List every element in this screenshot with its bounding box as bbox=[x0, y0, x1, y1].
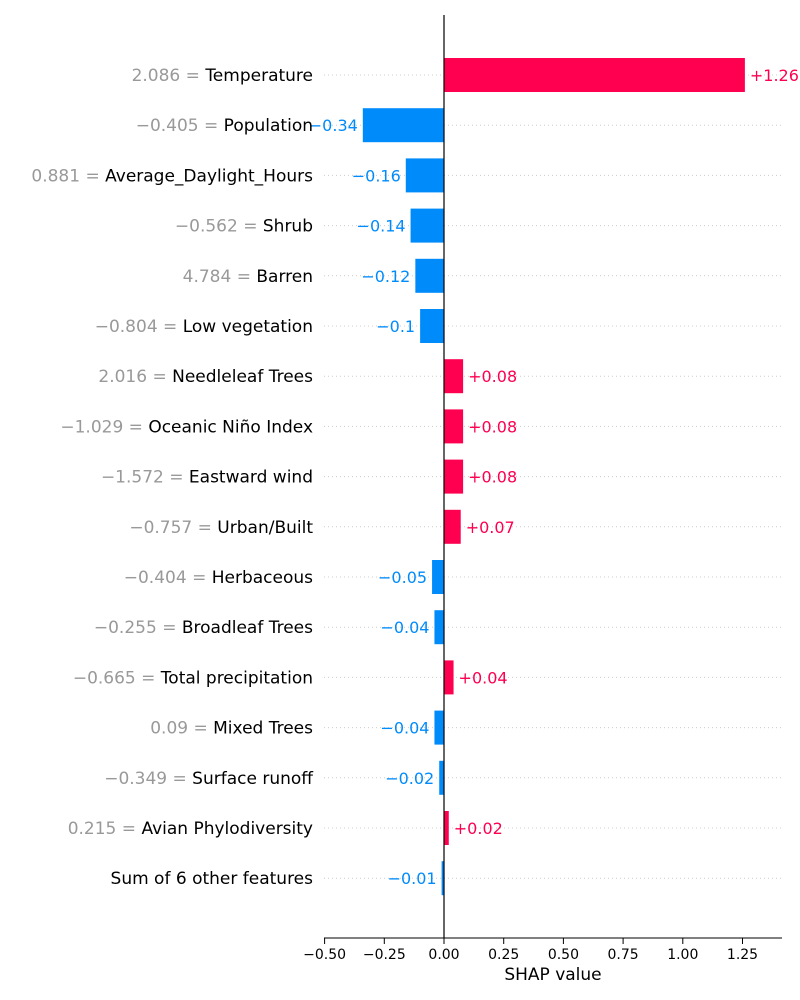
shap-value-label: −0.16 bbox=[352, 166, 401, 185]
x-axis-label: SHAP value bbox=[504, 965, 601, 985]
feature-label: 0.215 = Avian Phylodiversity bbox=[68, 819, 313, 839]
x-tick-label: 0.00 bbox=[428, 947, 459, 963]
shap-bar bbox=[410, 208, 444, 243]
shap-value-label: +0.08 bbox=[468, 468, 517, 487]
shap-bar bbox=[444, 459, 464, 494]
shap-bar bbox=[420, 309, 444, 343]
feature-value: −0.255 = bbox=[94, 618, 182, 638]
feature-name: Sum of 6 other features bbox=[111, 869, 314, 889]
feature-label: −0.757 = Urban/Built bbox=[129, 518, 313, 538]
shap-bar bbox=[441, 861, 444, 896]
feature-name: Broadleaf Trees bbox=[182, 618, 313, 638]
shap-value-label: +0.04 bbox=[459, 668, 508, 687]
feature-value: −0.804 = bbox=[95, 317, 183, 337]
feature-label: 4.784 = Barren bbox=[183, 267, 313, 287]
row-labels: 2.086 = Temperature −0.405 = Population 0.… bbox=[31, 66, 314, 889]
shap-bar bbox=[444, 509, 461, 544]
feature-name: Low vegetation bbox=[183, 317, 313, 337]
shap-value-label: −0.34 bbox=[309, 116, 358, 135]
feature-value: 0.881 = bbox=[31, 166, 105, 186]
shap-bar bbox=[405, 158, 444, 193]
feature-label: −1.572 = Eastward wind bbox=[101, 468, 313, 488]
x-tick-label: 1.00 bbox=[667, 947, 698, 963]
shap-value-label: −0.02 bbox=[385, 769, 434, 788]
feature-value: 2.086 = bbox=[132, 66, 206, 86]
shap-bar bbox=[444, 811, 449, 845]
shap-bar bbox=[444, 660, 454, 695]
shap-bar bbox=[434, 610, 444, 645]
feature-name: Herbaceous bbox=[212, 568, 313, 588]
shap-value-label: +1.26 bbox=[750, 66, 799, 85]
shap-value-label: +0.02 bbox=[454, 819, 503, 838]
bars: +1.26 −0.34 −0.16 −0.14 −0.12 −0.1 +0.08 +0.08 +… bbox=[309, 58, 799, 896]
feature-name: Avian Phylodiversity bbox=[141, 819, 313, 839]
shap-value-label: −0.12 bbox=[361, 267, 410, 286]
feature-value: −1.572 = bbox=[101, 468, 189, 488]
feature-label: 2.086 = Temperature bbox=[132, 66, 313, 86]
feature-name: Total precipitation bbox=[160, 668, 313, 688]
shap-bar bbox=[362, 108, 444, 143]
shap-value-label: −0.04 bbox=[380, 719, 429, 738]
feature-label: −0.405 = Population bbox=[136, 116, 313, 136]
feature-value: −0.757 = bbox=[129, 518, 217, 538]
x-tick-label: 0.75 bbox=[608, 947, 639, 963]
feature-label: 0.09 = Mixed Trees bbox=[150, 719, 313, 739]
shap-bar bbox=[439, 760, 444, 795]
feature-name: Barren bbox=[256, 267, 313, 287]
shap-value-label: +0.07 bbox=[466, 518, 515, 537]
row-gridlines bbox=[324, 74, 782, 879]
feature-value: 0.09 = bbox=[150, 719, 213, 739]
feature-label: −0.404 = Herbaceous bbox=[124, 568, 313, 588]
feature-name: Mixed Trees bbox=[213, 719, 313, 739]
feature-label: 0.881 = Average_Daylight_Hours bbox=[31, 166, 313, 186]
feature-value: 0.215 = bbox=[68, 819, 142, 839]
feature-name: Population bbox=[224, 116, 313, 136]
x-axis-ticks: −0.50 −0.25 0.00 0.25 0.50 0.75 1.00 1.25 bbox=[303, 938, 758, 963]
shap-value-label: −0.05 bbox=[378, 568, 427, 587]
feature-label: −0.255 = Broadleaf Trees bbox=[94, 618, 313, 638]
feature-name: Shrub bbox=[263, 217, 313, 237]
feature-value: −0.404 = bbox=[124, 568, 212, 588]
feature-name: Needleleaf Trees bbox=[172, 367, 313, 387]
feature-label: −1.029 = Oceanic Niño Index bbox=[60, 417, 313, 437]
feature-label: 2.016 = Needleleaf Trees bbox=[98, 367, 313, 387]
shap-bar bbox=[444, 359, 464, 394]
feature-value: −0.562 = bbox=[175, 217, 263, 237]
feature-label: −0.349 = Surface runoff bbox=[104, 769, 314, 789]
shap-value-label: +0.08 bbox=[468, 367, 517, 386]
feature-label: −0.665 = Total precipitation bbox=[73, 668, 313, 688]
feature-value: 4.784 = bbox=[183, 267, 257, 287]
feature-label: Sum of 6 other features bbox=[111, 869, 314, 889]
feature-name: Temperature bbox=[204, 66, 313, 86]
shap-bar bbox=[415, 258, 444, 293]
shap-value-label: −0.01 bbox=[388, 869, 437, 888]
shap-bar bbox=[444, 409, 464, 444]
x-tick-label: −0.50 bbox=[303, 947, 346, 963]
feature-value: 2.016 = bbox=[98, 367, 172, 387]
feature-label: −0.562 = Shrub bbox=[175, 217, 313, 237]
x-tick-label: 1.25 bbox=[727, 947, 758, 963]
x-tick-label: 0.50 bbox=[548, 947, 579, 963]
shap-bar bbox=[434, 710, 444, 745]
feature-name: Urban/Built bbox=[217, 518, 313, 538]
shap-value-label: +0.08 bbox=[468, 417, 517, 436]
shap-value-label: −0.04 bbox=[380, 618, 429, 637]
shap-bar bbox=[432, 560, 444, 594]
feature-value: −0.405 = bbox=[136, 116, 224, 136]
feature-value: −1.029 = bbox=[60, 417, 148, 437]
feature-name: Surface runoff bbox=[192, 769, 314, 789]
feature-name: Average_Daylight_Hours bbox=[105, 166, 313, 186]
feature-name: Oceanic Niño Index bbox=[148, 417, 313, 437]
feature-label: −0.804 = Low vegetation bbox=[95, 317, 313, 337]
feature-value: −0.665 = bbox=[73, 668, 161, 688]
feature-value: −0.349 = bbox=[104, 769, 192, 789]
shap-bar bbox=[444, 58, 745, 92]
x-tick-label: 0.25 bbox=[488, 947, 519, 963]
feature-name: Eastward wind bbox=[189, 468, 313, 488]
shap-value-label: −0.14 bbox=[357, 217, 406, 236]
x-tick-label: −0.25 bbox=[363, 947, 406, 963]
shap-value-label: −0.1 bbox=[376, 317, 415, 336]
